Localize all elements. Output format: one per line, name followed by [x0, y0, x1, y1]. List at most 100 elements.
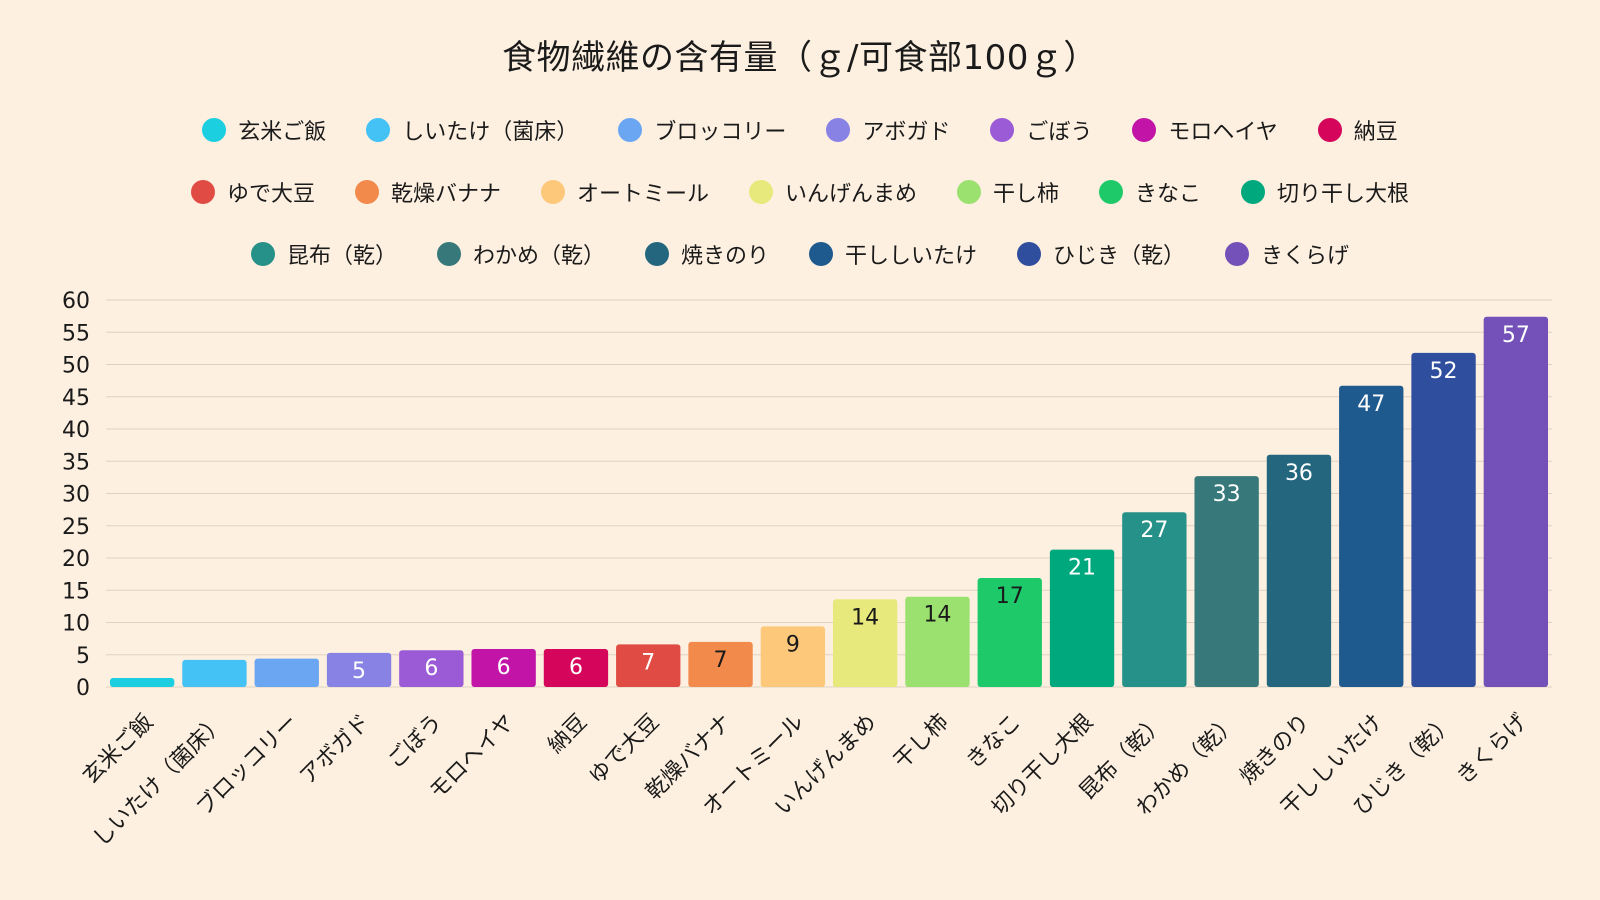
bar — [182, 659, 247, 687]
legend-label: ゆで大豆 — [226, 182, 315, 207]
x-tick-label: ごぼう — [383, 710, 447, 774]
x-tick-label: きなこ — [962, 710, 1026, 774]
legend-item[interactable]: オートミール — [540, 176, 709, 208]
legend-swatch — [748, 180, 773, 204]
legend-item[interactable]: きなこ — [1099, 176, 1201, 208]
legend-swatch — [990, 118, 1015, 142]
legend-label: オートミール — [576, 182, 709, 207]
legend-swatch — [250, 242, 275, 266]
y-tick-label: 20 — [62, 547, 90, 572]
x-tick-label: しいたけ（菌床） — [89, 710, 231, 852]
y-tick-label: 60 — [62, 289, 90, 314]
bar — [832, 599, 898, 687]
bar — [399, 650, 464, 687]
legend-label: 玄米ご飯 — [238, 120, 327, 145]
bar — [688, 641, 753, 687]
legend-item[interactable]: 昆布（乾） — [250, 238, 397, 270]
data-label: 36 — [1285, 461, 1313, 486]
legend-label: わかめ（乾） — [472, 244, 605, 269]
y-tick-label: 40 — [62, 418, 90, 443]
legend-label: しいたけ（菌床） — [402, 120, 579, 145]
legend-item[interactable]: いんげんまめ — [748, 176, 917, 208]
legend-item[interactable]: 焼きのり — [644, 238, 769, 270]
y-tick-label: 30 — [62, 483, 90, 508]
data-label: 6 — [497, 655, 511, 680]
legend-label: アボガド — [862, 120, 951, 145]
bar — [471, 648, 536, 687]
data-label: 52 — [1430, 359, 1458, 384]
bar — [1266, 454, 1332, 687]
legend-row: ゆで大豆 乾燥バナナ オートミール いんげんまめ 干し柿 きなこ 切り干し大根 — [0, 176, 1600, 208]
legend-swatch — [190, 180, 215, 204]
data-label: 7 — [641, 650, 655, 675]
legend-swatch — [1225, 242, 1250, 266]
bar — [1194, 476, 1259, 687]
legend-label: 切り干し大根 — [1277, 182, 1410, 207]
legend-swatch — [1241, 180, 1266, 204]
legend-swatch — [644, 242, 669, 266]
legend-label: モロヘイヤ — [1168, 120, 1278, 145]
data-label: 27 — [1140, 518, 1168, 543]
legend-swatch — [826, 118, 851, 142]
legend-item[interactable]: 玄米ご飯 — [202, 114, 326, 146]
legend-item[interactable]: 切り干し大根 — [1241, 176, 1409, 208]
y-tick-label: 45 — [62, 386, 90, 411]
legend-swatch — [436, 242, 461, 266]
legend-item[interactable]: ブロッコリー — [618, 114, 786, 146]
legend-swatch — [540, 180, 565, 204]
legend-item[interactable]: 乾燥バナナ — [354, 176, 501, 208]
data-label: 21 — [1068, 556, 1096, 581]
bar — [1049, 549, 1115, 687]
legend-item[interactable]: 干ししいたけ — [809, 238, 977, 270]
legend-row: 昆布（乾） わかめ（乾） 焼きのり 干ししいたけ ひじき（乾） きくらげ — [0, 238, 1600, 270]
bar — [1122, 512, 1187, 687]
legend-swatch — [618, 118, 643, 142]
x-tick-label: アボガド — [295, 710, 375, 790]
y-tick-label: 50 — [62, 354, 90, 379]
bar — [326, 652, 392, 687]
data-label: 33 — [1213, 482, 1241, 507]
data-label: 57 — [1502, 323, 1530, 348]
x-tick-label: きくらげ — [1452, 710, 1532, 790]
y-tick-label: 0 — [76, 676, 90, 701]
legend-item[interactable]: きくらげ — [1225, 238, 1349, 270]
legend-swatch — [809, 242, 833, 266]
bar — [1339, 385, 1404, 687]
y-tick-label: 35 — [62, 450, 90, 475]
legend-label: 焼きのり — [680, 244, 769, 269]
data-label: 9 — [786, 632, 800, 657]
data-label: 5 — [352, 659, 366, 684]
legend-item[interactable]: ひじき（乾） — [1017, 238, 1185, 270]
legend-item[interactable]: ゆで大豆 — [190, 176, 315, 208]
data-label: 7 — [714, 648, 728, 673]
legend-swatch — [1017, 242, 1042, 266]
legend-swatch — [366, 118, 391, 142]
data-label: 47 — [1357, 392, 1385, 417]
legend-swatch — [354, 180, 379, 204]
legend-item[interactable]: アボガド — [826, 114, 950, 146]
legend-item[interactable]: しいたけ（菌床） — [366, 114, 578, 146]
legend-item[interactable]: ごぼう — [990, 114, 1092, 146]
x-tick-label: 納豆 — [543, 710, 592, 759]
y-tick-label: 10 — [62, 612, 90, 637]
y-tick-label: 25 — [62, 515, 90, 540]
legend-label: 納豆 — [1353, 120, 1398, 145]
legend-item[interactable]: モロヘイヤ — [1132, 114, 1278, 146]
legend-swatch — [202, 118, 227, 142]
bar — [760, 626, 826, 687]
y-tick-label: 55 — [62, 321, 90, 346]
bar — [1411, 352, 1476, 687]
bar — [616, 644, 681, 687]
legend-label: 干し柿 — [993, 182, 1060, 207]
legend-item[interactable]: 干し柿 — [957, 176, 1059, 208]
x-tick-label: 干し柿 — [889, 710, 953, 774]
legend-item[interactable]: 納豆 — [1317, 114, 1398, 146]
bar — [977, 577, 1042, 687]
legend-label: きくらげ — [1261, 244, 1350, 269]
bar — [1483, 316, 1549, 687]
legend-item[interactable]: わかめ（乾） — [436, 238, 605, 270]
legend-label: ごぼう — [1026, 120, 1093, 145]
bar — [905, 596, 970, 687]
